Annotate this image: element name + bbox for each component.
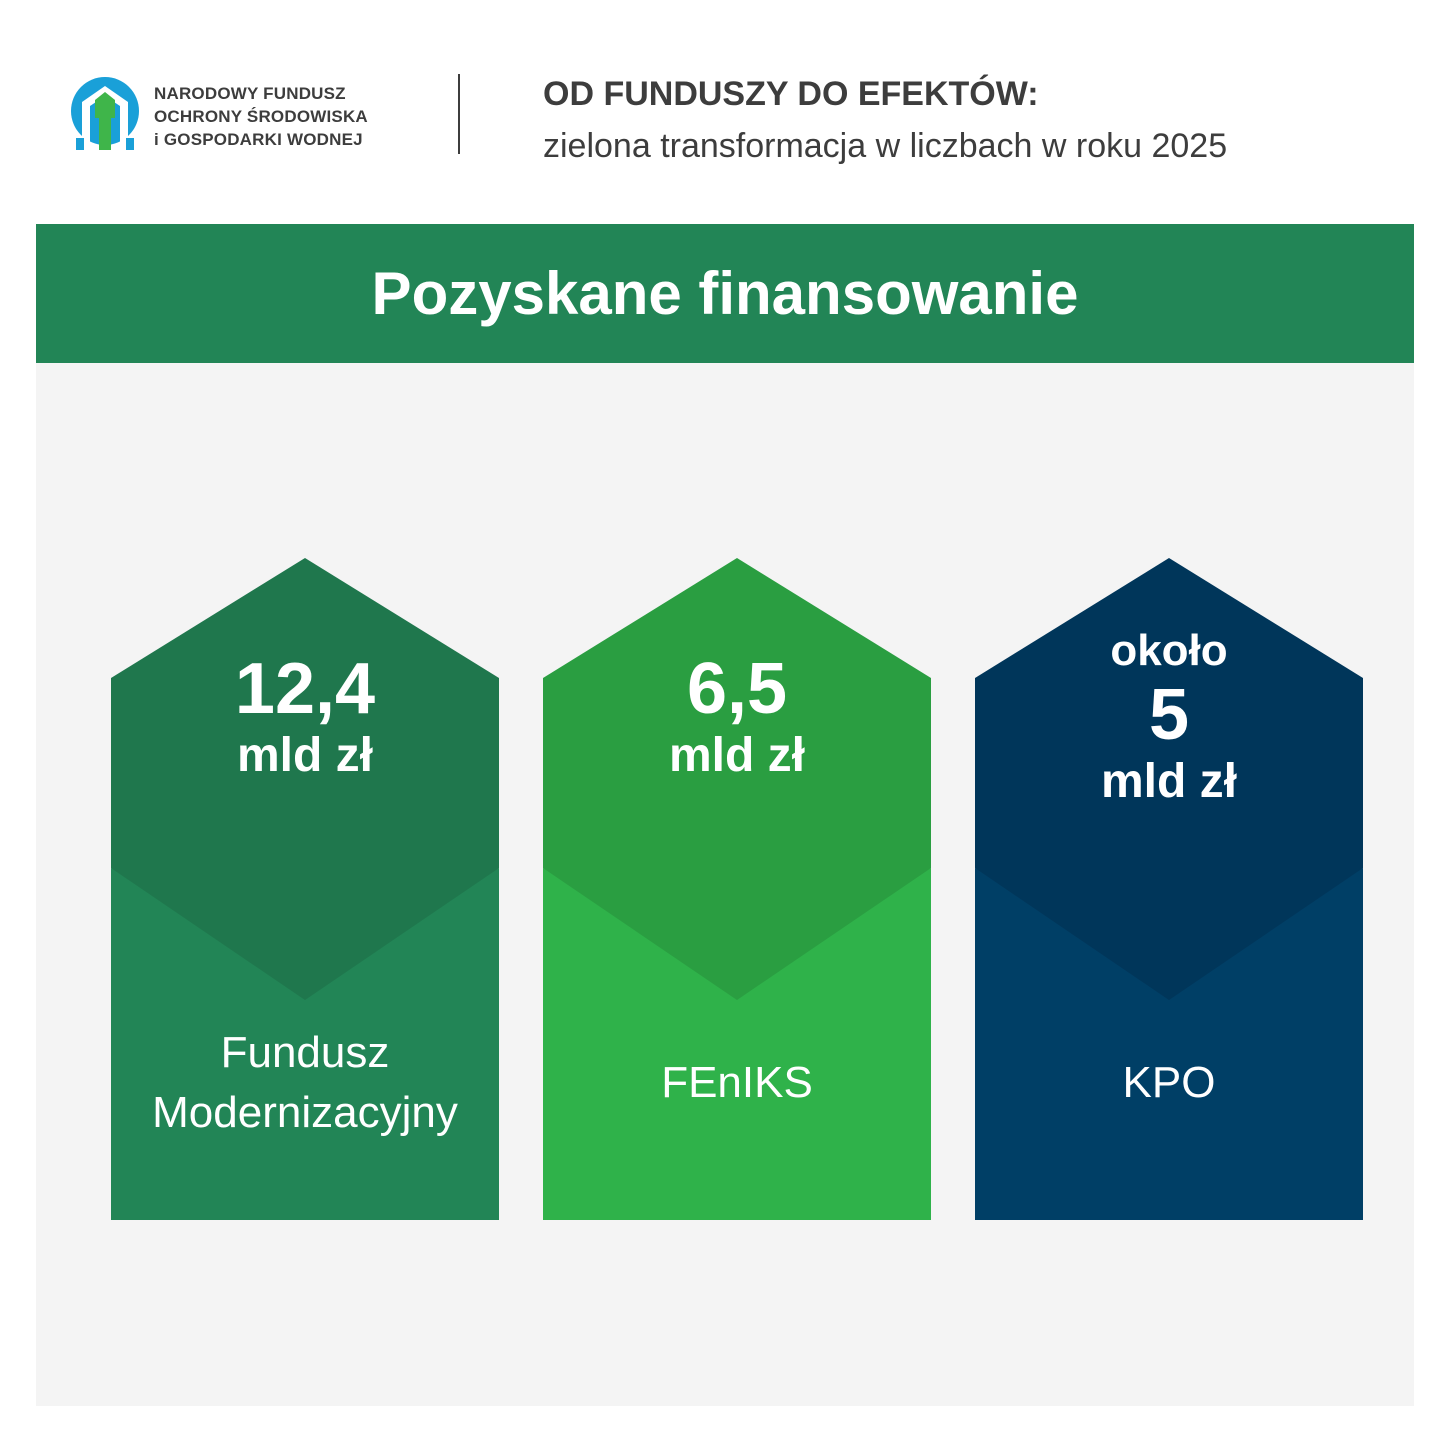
funding-card-2: 6,5 mld zł FEnIKS [543, 558, 931, 1220]
card-shape [111, 558, 499, 1220]
amount-value: 12,4 [234, 649, 376, 729]
amount-block: 12,4 mld zł [111, 558, 499, 878]
card-shape [543, 558, 931, 1220]
organization-name: NARODOWY FUNDUSZ OCHRONY ŚRODOWISKA i GO… [154, 82, 368, 151]
funding-card-3: około 5 mld zł KPO [975, 558, 1363, 1220]
amount-prefix: około [1110, 626, 1228, 675]
subheadline: zielona transformacja w liczbach w roku … [543, 127, 1228, 165]
org-line-1: NARODOWY FUNDUSZ [154, 84, 346, 103]
amount-unit: mld zł [236, 729, 373, 782]
amount-block: około 5 mld zł [975, 558, 1363, 878]
nfosigw-logo-icon [71, 77, 139, 150]
headline: OD FUNDUSZY DO EFEKTÓW: [543, 75, 1039, 113]
card-shape [975, 558, 1363, 1220]
header-divider [458, 74, 460, 154]
amount-value: 6,5 [686, 649, 788, 729]
amount-value: 5 [1148, 675, 1190, 755]
fund-label: KPO [1122, 1058, 1216, 1107]
amount-unit: mld zł [668, 729, 805, 782]
org-line-2: OCHRONY ŚRODOWISKA [154, 107, 368, 126]
org-line-3: i GOSPODARKI WODNEJ [154, 130, 363, 149]
amount-unit: mld zł [1100, 755, 1237, 808]
fund-label: Fundusz Modernizacyjny [152, 1028, 458, 1137]
section-title: Pozyskane finansowanie [36, 224, 1414, 363]
fund-label: FEnIKS [661, 1058, 813, 1107]
amount-block: 6,5 mld zł [543, 558, 931, 878]
funding-card-1: 12,4 mld zł Fundusz Modernizacyjny [111, 558, 499, 1220]
